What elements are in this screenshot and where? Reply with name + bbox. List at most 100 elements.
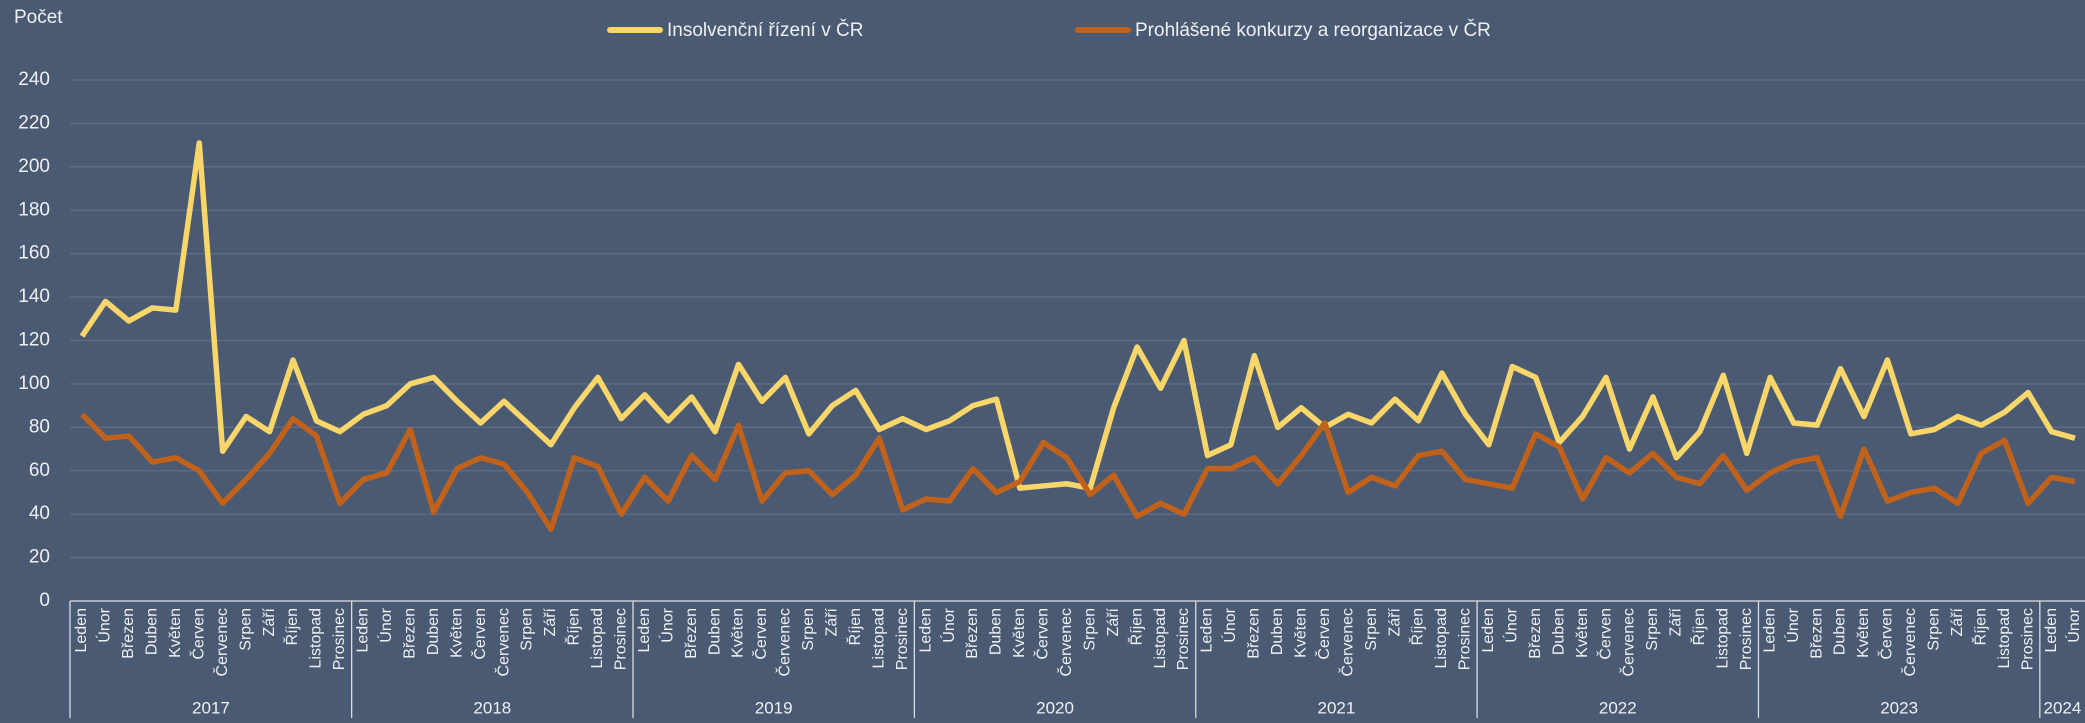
- x-tick-label: Červen: [1033, 608, 1052, 660]
- legend-label: Insolvenční řízení v ČR: [667, 19, 863, 41]
- x-tick-label: Prosinec: [2019, 608, 2036, 670]
- x-tick-label: Červenec: [493, 608, 512, 676]
- x-tick-label: Srpen: [1363, 608, 1380, 651]
- x-tick-label: Duben: [1550, 608, 1567, 655]
- year-label: 2019: [755, 698, 793, 717]
- x-tick-label: Květen: [1574, 608, 1591, 658]
- x-tick-label: Listopad: [1433, 608, 1450, 669]
- x-tick-label: Červenec: [1337, 608, 1356, 676]
- y-tick-label: 140: [18, 286, 50, 307]
- x-tick-label: Říjen: [282, 608, 301, 645]
- x-tick-label: Červen: [470, 608, 489, 660]
- x-tick-label: Květen: [1011, 608, 1028, 658]
- y-tick-label: 160: [18, 243, 50, 264]
- y-tick-label: 100: [18, 373, 50, 394]
- x-tick-label: Únor: [939, 607, 958, 642]
- x-tick-label: Leden: [2043, 608, 2060, 653]
- y-tick-label: 0: [39, 590, 50, 611]
- x-tick-label: Leden: [1761, 608, 1778, 653]
- y-tick-label: 60: [29, 460, 50, 481]
- x-tick-label: Březen: [1527, 608, 1544, 659]
- y-axis-label: Počet: [14, 7, 63, 28]
- x-tick-label: Říjen: [845, 608, 864, 645]
- x-tick-label: Září: [1949, 607, 1966, 636]
- x-tick-label: Červenec: [212, 608, 231, 676]
- x-tick-label: Červen: [1877, 608, 1896, 660]
- x-tick-label: Srpen: [800, 608, 817, 651]
- x-tick-label: Červen: [751, 608, 770, 660]
- x-tick-label: Duben: [1832, 608, 1849, 655]
- x-tick-label: Leden: [636, 608, 653, 653]
- x-tick-label: Listopad: [308, 608, 325, 669]
- x-tick-label: Srpen: [237, 608, 254, 651]
- x-tick-label: Září: [1105, 607, 1122, 636]
- x-tick-label: Srpen: [519, 608, 536, 651]
- x-tick-label: Červen: [1314, 608, 1333, 660]
- x-tick-label: Duben: [144, 608, 161, 655]
- x-tick-label: Březen: [120, 608, 137, 659]
- x-tick-label: Září: [1386, 607, 1403, 636]
- x-tick-label: Srpen: [1081, 608, 1098, 651]
- year-label: 2018: [473, 698, 511, 717]
- x-tick-label: Květen: [448, 608, 465, 658]
- x-tick-label: Září: [261, 607, 278, 636]
- x-tick-label: Září: [824, 607, 841, 636]
- x-tick-label: Prosinec: [1457, 608, 1474, 670]
- x-tick-label: Leden: [1199, 608, 1216, 653]
- series-line: [80, 412, 2076, 533]
- x-tick-label: Únor: [95, 607, 114, 642]
- x-tick-label: Duben: [1269, 608, 1286, 655]
- x-tick-label: Květen: [1292, 608, 1309, 658]
- x-tick-label: Duben: [988, 608, 1005, 655]
- x-tick-label: Listopad: [870, 608, 887, 669]
- y-tick-label: 220: [18, 112, 50, 133]
- x-tick-label: Červenec: [1619, 608, 1638, 676]
- legend-label: Prohlášené konkurzy a reorganizace v ČR: [1135, 19, 1491, 41]
- x-tick-label: Prosinec: [1738, 608, 1755, 670]
- x-tick-label: Srpen: [1644, 608, 1661, 651]
- x-tick-label: Červenec: [1056, 608, 1075, 676]
- x-tick-label: Únor: [1220, 607, 1239, 642]
- x-tick-label: Leden: [355, 608, 372, 653]
- x-tick-label: Duben: [425, 608, 442, 655]
- x-tick-label: Duben: [706, 608, 723, 655]
- year-label: 2022: [1599, 698, 1637, 717]
- x-tick-label: Únor: [657, 607, 676, 642]
- x-tick-label: Prosinec: [331, 608, 348, 670]
- y-tick-label: 40: [29, 503, 50, 524]
- x-tick-label: Leden: [73, 608, 90, 653]
- x-tick-label: Březen: [1808, 608, 1825, 659]
- x-tick-label: Březen: [964, 608, 981, 659]
- x-tick-label: Březen: [1246, 608, 1263, 659]
- x-tick-label: Červen: [188, 608, 207, 660]
- x-tick-label: Únor: [376, 607, 395, 642]
- x-tick-label: Říjen: [1408, 608, 1427, 645]
- x-tick-label: Listopad: [1996, 608, 2013, 669]
- y-tick-label: 80: [29, 416, 50, 437]
- x-tick-label: Prosinec: [613, 608, 630, 670]
- y-tick-label: 20: [29, 547, 50, 568]
- x-tick-label: Únor: [1783, 607, 1802, 642]
- year-label: 2024: [2044, 698, 2082, 717]
- x-tick-label: Říjen: [1689, 608, 1708, 645]
- y-tick-label: 120: [18, 330, 50, 351]
- x-tick-label: Říjen: [1970, 608, 1989, 645]
- year-label: 2023: [1880, 698, 1918, 717]
- x-tick-label: Září: [542, 607, 559, 636]
- y-tick-label: 240: [18, 69, 50, 90]
- x-tick-label: Únor: [1501, 607, 1520, 642]
- x-tick-label: Leden: [1480, 608, 1497, 653]
- x-tick-label: Červenec: [1900, 608, 1919, 676]
- x-tick-label: Červen: [1595, 608, 1614, 660]
- y-tick-label: 180: [18, 199, 50, 220]
- x-tick-label: Říjen: [1126, 608, 1145, 645]
- x-tick-label: Listopad: [589, 608, 606, 669]
- x-tick-label: Říjen: [564, 608, 583, 645]
- x-tick-label: Březen: [401, 608, 418, 659]
- x-tick-label: Květen: [1855, 608, 1872, 658]
- x-tick-label: Leden: [917, 608, 934, 653]
- x-tick-label: Listopad: [1715, 608, 1732, 669]
- x-tick-label: Květen: [730, 608, 747, 658]
